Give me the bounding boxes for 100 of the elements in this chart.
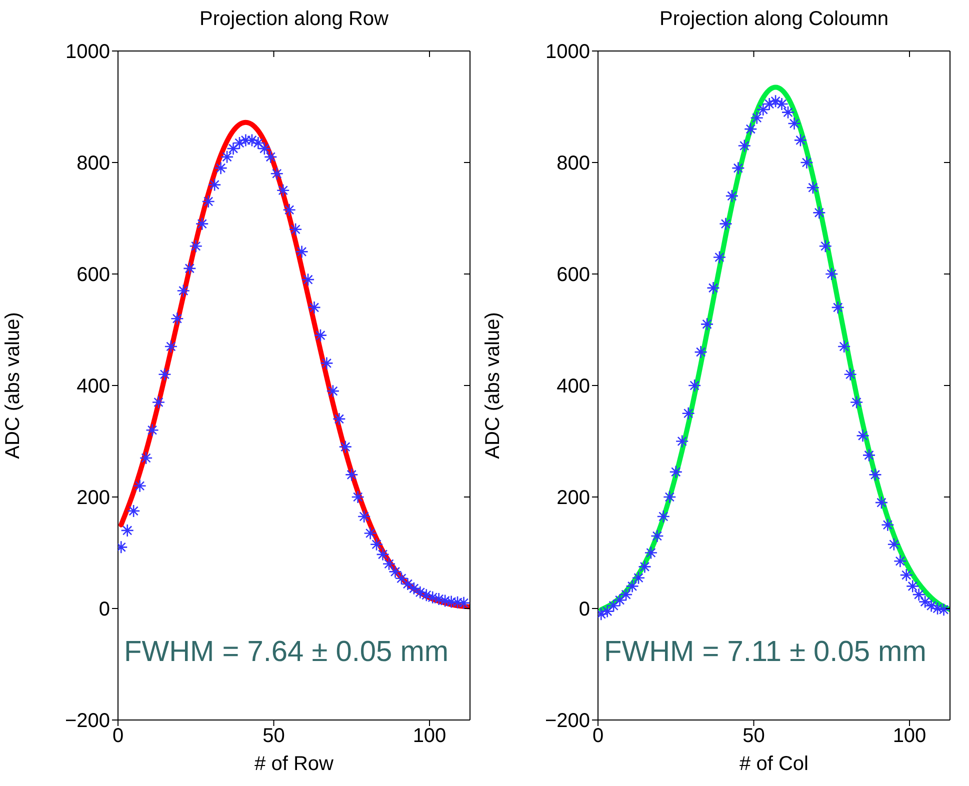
point [414,586,427,599]
y-axis-title: ADC (abs value) [482,312,504,459]
point [220,150,234,164]
point [874,496,888,510]
point [258,142,272,156]
point [824,267,838,281]
y-tick-label: 0 [98,598,110,621]
point [332,412,346,426]
x-tick-label: 0 [592,725,604,748]
point [744,122,758,136]
point [850,396,864,409]
point [351,490,365,504]
point [794,134,808,147]
point [812,206,826,220]
point [338,440,352,454]
point [420,588,434,602]
x-tick-label: 50 [262,725,285,748]
y-tick-label: −200 [64,710,110,732]
point [282,203,296,217]
point [656,510,670,524]
point [438,594,452,608]
point [806,180,820,194]
y-tick-label: 400 [76,376,110,398]
point [432,592,446,606]
point [457,596,470,610]
point [626,580,639,593]
point [133,479,146,492]
x-tick-label: 100 [892,725,926,748]
point [252,136,265,150]
point [732,161,745,175]
y-tick-label: 200 [556,487,590,510]
point [152,396,166,409]
y-tick-label: 800 [76,152,110,175]
point [450,596,464,610]
chart-title: Projection along Coloumn [658,8,890,31]
point [126,504,140,518]
point [370,538,384,552]
point [158,368,172,381]
point [320,356,334,370]
point [176,284,190,298]
point [930,602,944,616]
point [270,167,284,180]
y-tick-label: 400 [556,376,590,398]
point [344,468,358,482]
y-tick-label: 0 [578,598,590,621]
point [382,557,396,571]
point [937,602,950,616]
point [600,604,614,618]
point [357,510,371,524]
point [856,429,870,442]
point [756,102,770,116]
point [800,156,814,170]
y-tick-label: −200 [544,710,590,732]
point [781,106,795,119]
annotation: FWHM = 7.64 ± 0.05 mm [124,636,449,669]
point [906,580,920,593]
point [295,245,308,258]
point [894,554,907,568]
point [202,194,215,208]
point [650,529,664,543]
point [288,222,302,236]
point [239,134,252,147]
y-tick-label: 600 [76,264,110,286]
point [700,318,714,331]
point [844,368,857,381]
point [719,217,732,230]
point [444,595,458,608]
point [146,423,159,437]
point [837,340,851,354]
point [226,142,240,156]
point [712,250,726,264]
point [644,546,658,560]
point [669,465,683,479]
point [170,312,184,326]
point [662,490,676,504]
point [195,217,209,230]
point [632,571,646,584]
y-tick-label: 1000 [546,41,590,64]
point [638,560,652,574]
point [376,548,390,562]
point [139,451,153,465]
point [208,178,222,192]
y-tick-label: 800 [556,152,590,175]
point [912,588,926,602]
point [775,97,788,111]
point [308,300,321,314]
point [388,565,402,578]
point [182,262,196,276]
x-tick-label: 50 [742,725,765,748]
point [725,189,739,203]
y-tick-label: 600 [556,264,590,286]
point [738,139,752,152]
point [862,448,876,462]
y-tick-label: 200 [76,487,110,510]
point [613,593,626,607]
point [868,468,882,482]
point [426,590,440,604]
chart-title: Projection along Row [198,8,390,31]
point [326,384,340,398]
x-tick-label: 100 [412,725,446,748]
